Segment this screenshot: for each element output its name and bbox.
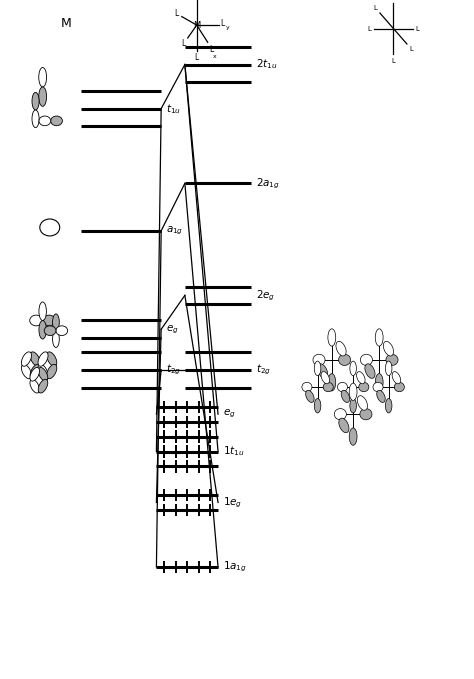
Ellipse shape xyxy=(38,352,48,366)
Ellipse shape xyxy=(337,382,347,392)
Ellipse shape xyxy=(38,367,48,381)
Ellipse shape xyxy=(386,354,398,365)
Ellipse shape xyxy=(32,92,39,110)
Ellipse shape xyxy=(385,361,392,375)
Text: $1e_g$: $1e_g$ xyxy=(223,495,242,510)
Ellipse shape xyxy=(30,365,40,379)
Text: $t_{2g}$: $t_{2g}$ xyxy=(166,363,181,378)
Ellipse shape xyxy=(32,110,39,128)
Text: M: M xyxy=(193,20,201,30)
Ellipse shape xyxy=(350,399,356,413)
Ellipse shape xyxy=(373,382,383,392)
Text: L: L xyxy=(374,5,377,11)
Ellipse shape xyxy=(394,382,404,392)
Text: L: L xyxy=(367,26,371,31)
Ellipse shape xyxy=(30,352,40,366)
Ellipse shape xyxy=(39,87,46,107)
Text: $1a_{1g}$: $1a_{1g}$ xyxy=(223,559,246,574)
Text: L: L xyxy=(410,46,413,52)
Text: y: y xyxy=(226,24,229,30)
Text: $1t_{1u}$: $1t_{1u}$ xyxy=(223,445,244,458)
Ellipse shape xyxy=(338,354,351,365)
Ellipse shape xyxy=(30,380,39,393)
Ellipse shape xyxy=(306,390,314,403)
Text: $t_{1u}$: $t_{1u}$ xyxy=(166,102,181,115)
Ellipse shape xyxy=(314,361,321,375)
Ellipse shape xyxy=(349,428,357,445)
Ellipse shape xyxy=(39,67,46,87)
Ellipse shape xyxy=(349,383,357,401)
Ellipse shape xyxy=(375,329,383,346)
Ellipse shape xyxy=(30,367,39,381)
Text: L: L xyxy=(210,45,214,54)
Text: $2t_{1u}$: $2t_{1u}$ xyxy=(256,58,277,71)
Text: $2a_{1g}$: $2a_{1g}$ xyxy=(256,176,280,191)
Ellipse shape xyxy=(38,380,48,393)
Ellipse shape xyxy=(30,315,43,326)
Ellipse shape xyxy=(365,364,375,378)
Ellipse shape xyxy=(56,326,68,335)
Ellipse shape xyxy=(334,409,346,420)
Text: L: L xyxy=(416,26,419,31)
Ellipse shape xyxy=(328,373,336,391)
Text: $t_{2g}$: $t_{2g}$ xyxy=(256,363,271,378)
Text: L: L xyxy=(195,54,199,62)
Ellipse shape xyxy=(47,352,57,366)
Ellipse shape xyxy=(318,364,328,378)
Ellipse shape xyxy=(39,116,51,126)
Ellipse shape xyxy=(323,382,333,392)
Ellipse shape xyxy=(38,365,48,379)
Ellipse shape xyxy=(21,365,31,379)
Text: $e_g$: $e_g$ xyxy=(166,323,179,335)
Text: $2e_g$: $2e_g$ xyxy=(256,288,275,303)
Text: L: L xyxy=(182,39,186,48)
Text: M: M xyxy=(61,17,72,31)
Ellipse shape xyxy=(302,382,312,392)
Ellipse shape xyxy=(314,399,321,413)
Text: L: L xyxy=(392,58,395,64)
Text: x: x xyxy=(213,54,217,59)
Ellipse shape xyxy=(359,382,369,392)
Ellipse shape xyxy=(53,314,59,331)
Ellipse shape xyxy=(385,399,392,413)
Ellipse shape xyxy=(375,373,383,391)
Text: L: L xyxy=(175,10,179,18)
Ellipse shape xyxy=(51,116,63,126)
Ellipse shape xyxy=(39,302,46,320)
Ellipse shape xyxy=(21,352,31,366)
Text: $a_{1g}$: $a_{1g}$ xyxy=(166,225,183,237)
Ellipse shape xyxy=(377,390,385,403)
Ellipse shape xyxy=(383,342,393,356)
Ellipse shape xyxy=(350,361,356,375)
Ellipse shape xyxy=(357,396,367,410)
Ellipse shape xyxy=(341,390,350,403)
Ellipse shape xyxy=(360,354,373,365)
Ellipse shape xyxy=(356,371,365,384)
Ellipse shape xyxy=(360,409,372,420)
Ellipse shape xyxy=(43,315,55,326)
Ellipse shape xyxy=(321,371,329,384)
Ellipse shape xyxy=(53,331,59,348)
Ellipse shape xyxy=(313,354,325,365)
Text: L: L xyxy=(220,18,225,28)
Text: $e_g$: $e_g$ xyxy=(223,408,236,420)
Ellipse shape xyxy=(328,329,336,346)
Ellipse shape xyxy=(339,418,349,433)
Ellipse shape xyxy=(336,342,346,356)
Ellipse shape xyxy=(47,365,57,379)
Ellipse shape xyxy=(44,326,56,335)
Ellipse shape xyxy=(39,320,46,339)
Ellipse shape xyxy=(392,371,401,384)
